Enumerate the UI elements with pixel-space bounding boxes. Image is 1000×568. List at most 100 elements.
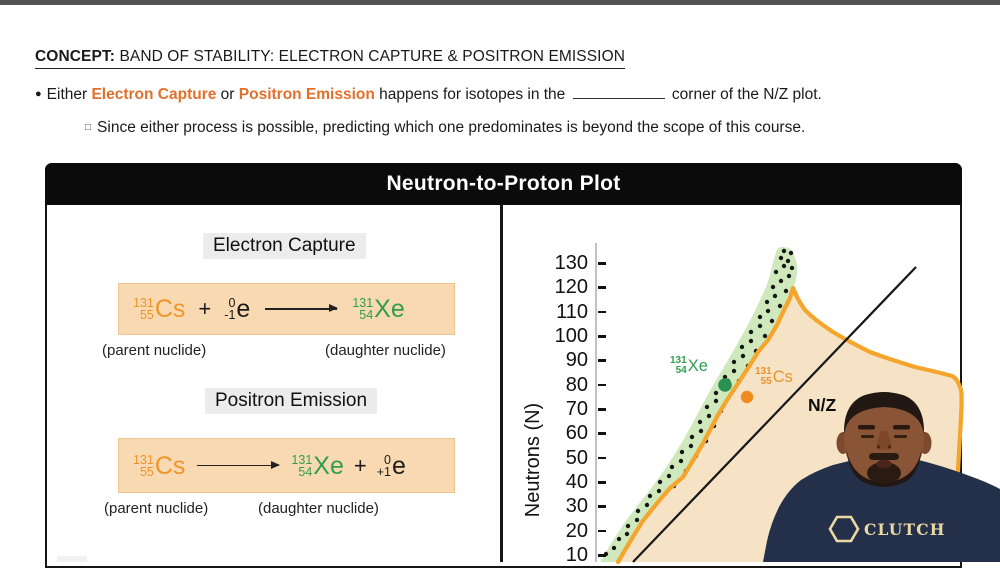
stable-isotope-dot bbox=[706, 413, 712, 419]
goatee bbox=[867, 462, 901, 484]
y-tick-row: 50 bbox=[500, 447, 610, 469]
nose bbox=[876, 431, 892, 450]
bullet-text-post2: corner of the N/Z plot. bbox=[667, 86, 822, 103]
reaction-arrow-icon bbox=[265, 304, 339, 312]
y-tick-row: 40 bbox=[500, 471, 610, 493]
y-tick-mark bbox=[598, 286, 606, 289]
y-tick-row: 100 bbox=[500, 325, 610, 347]
stable-isotope-dot bbox=[731, 359, 737, 365]
y-tick-mark bbox=[598, 529, 606, 533]
bullet-text-post1: happens for isotopes in the bbox=[374, 86, 570, 103]
stable-isotope-dot bbox=[765, 308, 771, 314]
stable-isotope-dot bbox=[778, 278, 784, 284]
eyebrow bbox=[893, 425, 910, 430]
y-tick-row: 30 bbox=[500, 495, 610, 517]
xe-point-label: 131 54 Xe bbox=[670, 356, 708, 375]
stable-isotope-dot bbox=[713, 398, 719, 404]
stability-band bbox=[600, 246, 797, 562]
stable-isotope-dot bbox=[644, 502, 650, 508]
y-tick-mark bbox=[598, 359, 606, 362]
square-bullet-icon: □ bbox=[85, 122, 92, 133]
daughter-nuclide-label: (daughter nuclide) bbox=[258, 500, 379, 517]
stable-isotope-dot bbox=[781, 248, 787, 254]
cs-label-symbol: Cs bbox=[772, 367, 793, 386]
term-positron-emission: Positron Emission bbox=[238, 86, 375, 103]
nuclide-electron: 0 -1 e bbox=[224, 296, 250, 322]
nz-line-label: N/Z bbox=[808, 395, 837, 415]
stable-isotope-dot bbox=[669, 464, 675, 470]
nz-line bbox=[632, 266, 917, 563]
cs-atomic: 55 bbox=[139, 464, 154, 479]
y-tick-row: 70 bbox=[500, 398, 610, 420]
y-tick-mark bbox=[598, 505, 606, 508]
instructor-hair bbox=[843, 392, 925, 435]
stable-isotope-dot bbox=[679, 449, 685, 455]
stable-isotope-dot bbox=[770, 284, 776, 290]
stable-isotope-dot bbox=[698, 428, 704, 434]
parent-nuclide-label: (parent nuclide) bbox=[102, 342, 207, 359]
term-electron-capture: Electron Capture bbox=[91, 86, 217, 103]
y-tick-mark bbox=[598, 480, 606, 484]
y-tick-row: 90 bbox=[500, 349, 610, 371]
mouth bbox=[876, 459, 892, 469]
stable-isotope-dot bbox=[722, 374, 728, 380]
nostril bbox=[887, 445, 892, 449]
stable-isotope-dot bbox=[704, 404, 710, 410]
stable-isotope-dot bbox=[635, 508, 641, 514]
positron-emission-equation: 131 55 Cs 131 54 Xe + 0 +1 e bbox=[118, 438, 455, 493]
xe-symbol: Xe bbox=[374, 295, 405, 323]
y-tick-row: 130 bbox=[500, 252, 610, 274]
stable-isotope-dot bbox=[697, 419, 703, 425]
stable-isotope-dot bbox=[781, 263, 787, 269]
positron-atomic: +1 bbox=[376, 464, 391, 479]
y-tick-value: 90 bbox=[565, 349, 588, 372]
y-tick-value: 70 bbox=[565, 397, 588, 420]
stable-isotope-dot bbox=[739, 344, 745, 350]
y-tick-row: 60 bbox=[500, 422, 610, 444]
stable-isotope-dot bbox=[713, 390, 719, 396]
nuclide-cs-parent-2: 131 55 Cs bbox=[133, 453, 185, 479]
cs-data-point bbox=[740, 390, 754, 404]
instructor: CLUTCH bbox=[763, 392, 1000, 562]
y-tick-value: 110 bbox=[556, 300, 588, 323]
cs-mass: 131 bbox=[133, 452, 154, 467]
clutch-logo-text: CLUTCH bbox=[864, 520, 946, 539]
top-border-strip bbox=[0, 0, 1000, 5]
y-tick-value: 10 bbox=[565, 543, 588, 566]
electron-capture-equation: 131 55 Cs + 0 -1 e 131 54 Xe bbox=[118, 283, 455, 335]
concept-title: BAND OF STABILITY: ELECTRON CAPTURE & PO… bbox=[115, 48, 626, 65]
stable-isotope-dot bbox=[764, 299, 770, 305]
y-tick-mark bbox=[598, 407, 606, 411]
y-tick-mark bbox=[598, 334, 606, 338]
y-tick-row: 120 bbox=[500, 276, 610, 298]
panel-divider bbox=[500, 204, 503, 562]
stable-isotope-dot bbox=[647, 493, 653, 499]
cs-point-label: 131 55 Cs bbox=[755, 367, 793, 386]
concept-prefix: CONCEPT: bbox=[35, 48, 116, 65]
y-tick-value: 80 bbox=[565, 373, 588, 396]
plus-sign: + bbox=[353, 452, 367, 478]
fill-in-blank bbox=[572, 86, 665, 99]
xe-atomic: 54 bbox=[359, 308, 374, 322]
cs-atomic: 55 bbox=[139, 308, 154, 322]
boundary-curve bbox=[615, 285, 964, 565]
y-tick-value: 120 bbox=[554, 276, 588, 299]
stable-isotope-dot bbox=[657, 479, 663, 485]
electron-capture-heading: Electron Capture bbox=[203, 233, 366, 259]
cs-label-atomic: 55 bbox=[760, 375, 772, 387]
nuclide-cs-parent: 131 55 Cs bbox=[133, 296, 185, 322]
stable-isotope-dot bbox=[762, 333, 768, 339]
eyebrow bbox=[858, 425, 875, 430]
bullet-text-pre: Either bbox=[46, 86, 92, 103]
y-tick-row: 110 bbox=[500, 301, 610, 323]
stable-isotope-dot bbox=[656, 488, 662, 494]
nuclide-positron: 0 +1 e bbox=[377, 453, 406, 479]
reaction-arrow-icon bbox=[197, 461, 281, 468]
plot-title-bar: Neutron-to-Proton Plot bbox=[45, 163, 962, 205]
cs-label-mass: 131 bbox=[755, 366, 772, 377]
stable-isotope-dot bbox=[624, 531, 630, 537]
y-tick-mark bbox=[598, 262, 606, 265]
mustache bbox=[869, 453, 899, 460]
xe-atomic: 54 bbox=[298, 464, 313, 479]
cs-symbol: Cs bbox=[154, 295, 186, 323]
